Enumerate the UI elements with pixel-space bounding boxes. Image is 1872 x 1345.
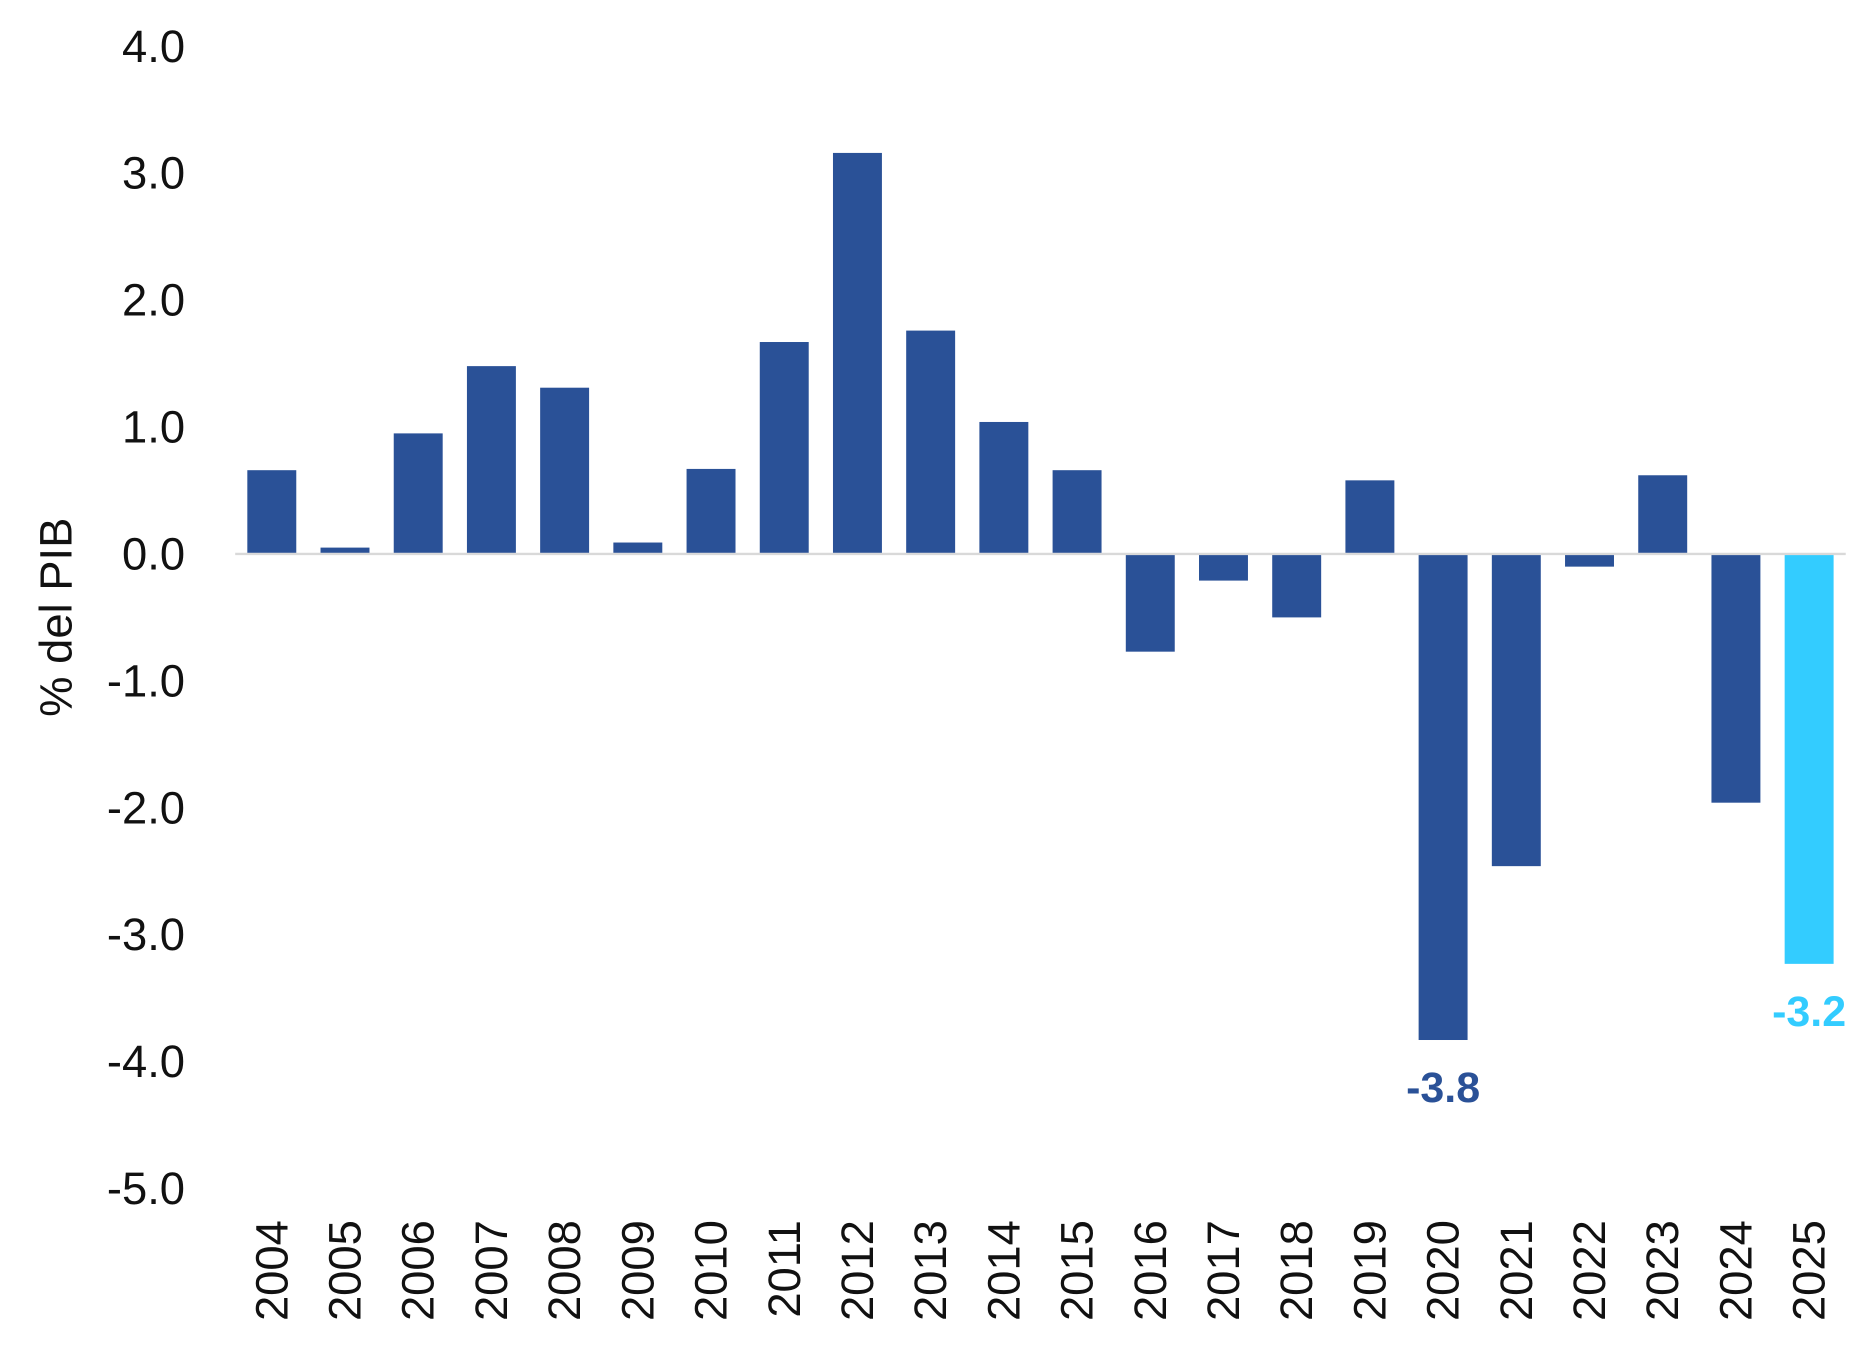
y-tick-label: -1.0 bbox=[107, 655, 185, 706]
y-tick-label: 1.0 bbox=[122, 402, 185, 453]
y-tick-label: -4.0 bbox=[107, 1036, 185, 1087]
x-tick-label: 2004 bbox=[246, 1220, 297, 1321]
y-tick-label: 0.0 bbox=[122, 528, 185, 579]
x-tick-label: 2025 bbox=[1784, 1220, 1835, 1321]
bar bbox=[1052, 470, 1102, 554]
bar bbox=[1199, 553, 1248, 581]
y-tick-label: 2.0 bbox=[122, 275, 185, 326]
y-tick-label: -2.0 bbox=[107, 782, 185, 833]
bar bbox=[1784, 553, 1834, 964]
bar bbox=[1491, 553, 1541, 867]
x-tick-label: 2007 bbox=[466, 1220, 517, 1321]
x-tick-label: 2006 bbox=[393, 1220, 444, 1321]
bar bbox=[1418, 553, 1468, 1041]
x-tick-label: 2015 bbox=[1052, 1220, 1103, 1321]
bar bbox=[832, 152, 882, 554]
bar bbox=[613, 542, 663, 554]
bar bbox=[1638, 475, 1688, 554]
x-tick-label: 2019 bbox=[1344, 1220, 1395, 1321]
y-tick-label: -5.0 bbox=[107, 1163, 185, 1214]
bar bbox=[1272, 553, 1322, 618]
x-tick-label: 2014 bbox=[978, 1220, 1029, 1321]
x-tick-label: 2012 bbox=[832, 1220, 883, 1321]
bar bbox=[759, 342, 809, 554]
x-tick-label: 2024 bbox=[1710, 1220, 1761, 1321]
x-tick-label: 2022 bbox=[1564, 1220, 1615, 1321]
bar bbox=[320, 547, 370, 554]
bar bbox=[540, 387, 590, 554]
x-tick-label: 2018 bbox=[1271, 1220, 1322, 1321]
bar bbox=[466, 366, 516, 554]
bar bbox=[979, 421, 1029, 554]
bar bbox=[1565, 553, 1614, 567]
x-tick-label: 2013 bbox=[905, 1220, 956, 1321]
bar bbox=[393, 433, 443, 554]
x-tick-label: 2020 bbox=[1418, 1220, 1469, 1321]
data-label: -3.8 bbox=[1406, 1064, 1480, 1112]
bar bbox=[247, 470, 297, 554]
x-tick-label: 2017 bbox=[1198, 1220, 1249, 1321]
bar bbox=[686, 468, 736, 554]
x-tick-label: 2023 bbox=[1637, 1220, 1688, 1321]
x-tick-label: 2009 bbox=[612, 1220, 663, 1321]
bar bbox=[1345, 480, 1395, 554]
y-axis-title: % del PIB bbox=[31, 518, 82, 717]
data-label: -3.2 bbox=[1772, 988, 1846, 1036]
y-tick-label: 4.0 bbox=[122, 21, 185, 72]
bar bbox=[1125, 553, 1175, 652]
bar bbox=[1711, 553, 1761, 803]
x-tick-label: 2010 bbox=[686, 1220, 737, 1321]
x-tick-label: 2011 bbox=[759, 1220, 810, 1318]
y-tick-label: -3.0 bbox=[107, 909, 185, 960]
x-tick-label: 2005 bbox=[320, 1220, 371, 1321]
x-tick-label: 2016 bbox=[1125, 1220, 1176, 1321]
x-tick-label: 2008 bbox=[539, 1220, 590, 1321]
bar bbox=[906, 330, 956, 554]
x-tick-label: 2021 bbox=[1491, 1220, 1542, 1321]
y-tick-label: 3.0 bbox=[122, 148, 185, 199]
